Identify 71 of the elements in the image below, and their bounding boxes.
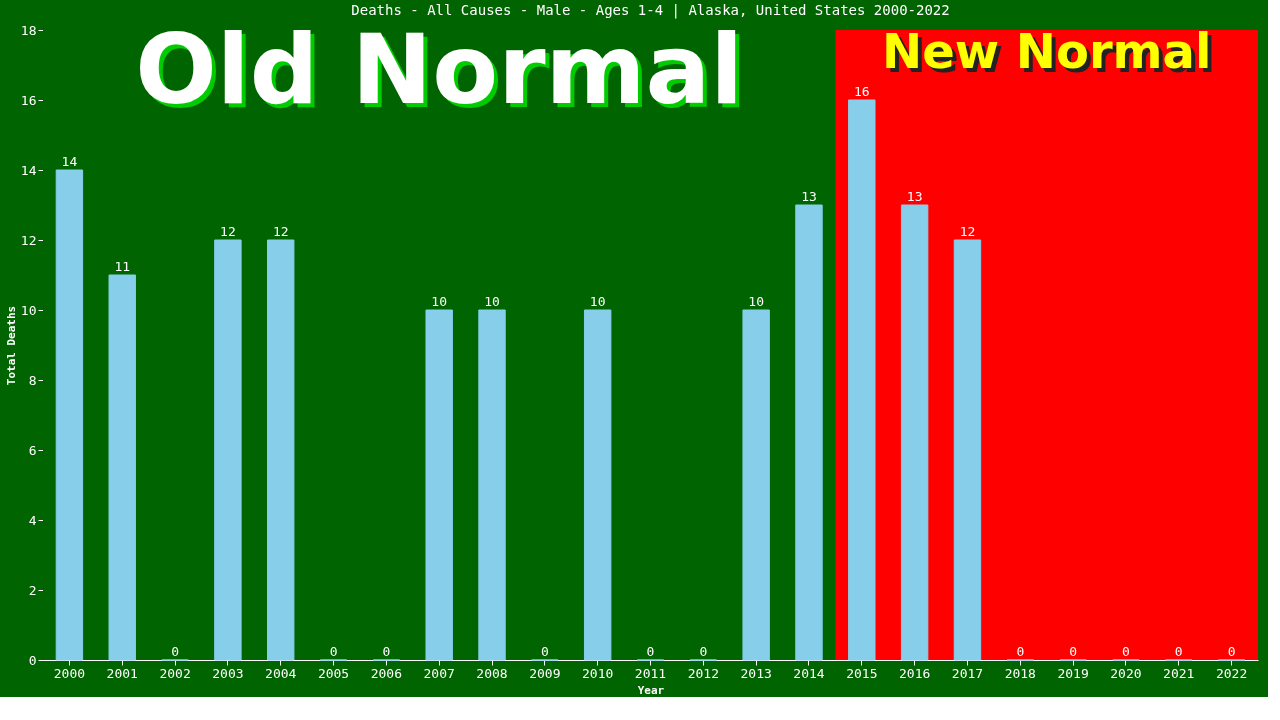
y-tick-label: 0	[28, 652, 37, 668]
bar	[953, 239, 982, 661]
y-tick-label: 10	[20, 302, 37, 318]
data-label: 0	[1122, 644, 1130, 659]
x-tick-label: 2022	[1215, 665, 1248, 681]
x-tick-label: 2015	[846, 665, 878, 681]
y-tick-label: 2	[28, 582, 37, 598]
x-tick-label: 2021	[1163, 665, 1195, 681]
bar	[425, 309, 453, 661]
x-tick-label: 2007	[423, 665, 455, 681]
bar	[848, 99, 876, 661]
bar	[583, 309, 612, 661]
data-label: 0	[382, 644, 391, 659]
x-tick-label: 2002	[159, 665, 191, 681]
data-label: 13	[906, 189, 923, 204]
x-tick-label: 2008	[476, 665, 508, 681]
data-label: 0	[329, 644, 338, 659]
y-tick-label: 4	[28, 512, 37, 528]
data-label: 10	[589, 294, 606, 309]
data-label: 0	[171, 644, 179, 659]
data-label: 0	[699, 644, 708, 659]
bar	[900, 204, 929, 661]
y-tick-label: 16	[20, 92, 37, 108]
data-label: 0	[1174, 644, 1183, 659]
x-tick-label: 2001	[106, 665, 138, 681]
x-tick-label: 2009	[529, 665, 561, 681]
bar	[55, 169, 84, 661]
data-label: 0	[646, 644, 655, 659]
data-label: 13	[801, 189, 817, 204]
x-tick-label: 2006	[370, 665, 403, 681]
data-label: 0	[1016, 644, 1025, 659]
x-tick-label: 2014	[793, 665, 825, 681]
chart-title: Deaths - All Causes - Male - Ages 1-4 | Alaska, United States 2000-2022	[351, 2, 950, 19]
data-label: 16	[853, 84, 870, 99]
x-tick-label: 2018	[1004, 665, 1036, 681]
x-tick-label: 2013	[740, 665, 772, 681]
x-tick-label: 2016	[898, 665, 931, 681]
x-tick-label: 2000	[53, 665, 86, 681]
bar	[742, 309, 770, 661]
y-tick-label: 18	[20, 22, 37, 38]
data-label: 14	[61, 154, 78, 169]
bar	[478, 309, 506, 661]
data-label: 0	[540, 644, 549, 659]
data-label: 10	[431, 294, 448, 309]
x-axis-title: Year	[637, 683, 665, 697]
data-label: 11	[114, 259, 131, 274]
x-tick-label: 2012	[687, 665, 719, 681]
x-tick-label: 2004	[265, 665, 297, 681]
x-tick-label: 2003	[212, 665, 244, 681]
y-tick-label: 8	[28, 372, 37, 388]
bar	[267, 239, 295, 661]
x-tick-label: 2017	[951, 665, 984, 681]
bar	[214, 239, 242, 661]
data-label: 12	[220, 224, 236, 239]
y-tick-label: 6	[28, 442, 37, 458]
x-tick-label: 2019	[1057, 665, 1089, 681]
x-tick-label: 2005	[317, 665, 350, 681]
x-tick-label: 2011	[634, 665, 667, 681]
data-label: 12	[959, 224, 976, 239]
data-label: 12	[272, 224, 289, 239]
data-label: 0	[1069, 644, 1078, 659]
data-label: 10	[748, 294, 764, 309]
data-label: 10	[484, 294, 500, 309]
y-axis-title: Total Deaths	[4, 305, 18, 386]
bar	[108, 274, 136, 661]
x-tick-label: 2020	[1110, 665, 1142, 681]
bar	[795, 204, 823, 661]
x-tick-label: 2010	[582, 665, 614, 681]
data-label: 0	[1227, 644, 1236, 659]
y-tick-label: 14	[20, 162, 37, 178]
y-tick-label: 12	[20, 232, 37, 248]
